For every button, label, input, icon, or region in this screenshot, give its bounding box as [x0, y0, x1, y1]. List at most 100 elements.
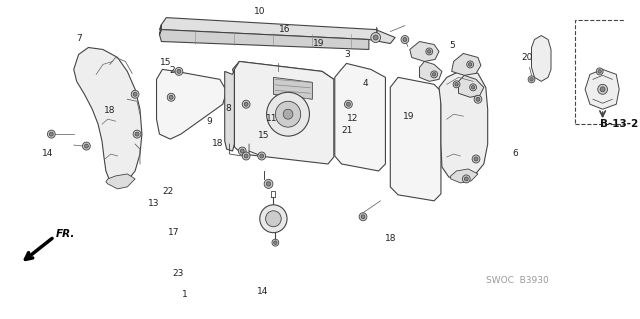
Circle shape — [467, 61, 474, 68]
Text: 13: 13 — [148, 199, 159, 208]
Circle shape — [472, 155, 480, 163]
Polygon shape — [157, 70, 227, 139]
Text: 23: 23 — [173, 269, 184, 278]
Polygon shape — [532, 35, 551, 81]
Circle shape — [359, 213, 367, 221]
Circle shape — [598, 70, 602, 73]
Circle shape — [47, 130, 55, 138]
Circle shape — [169, 95, 173, 99]
Circle shape — [476, 97, 480, 101]
Text: FR.: FR. — [56, 229, 76, 239]
Circle shape — [371, 33, 381, 42]
Circle shape — [403, 38, 407, 41]
Polygon shape — [451, 169, 478, 183]
Circle shape — [344, 100, 352, 108]
Polygon shape — [232, 62, 334, 86]
Text: 14: 14 — [257, 287, 268, 296]
Circle shape — [600, 87, 605, 92]
Circle shape — [431, 71, 438, 78]
Polygon shape — [410, 41, 439, 62]
Circle shape — [260, 205, 287, 233]
Text: 4: 4 — [362, 79, 368, 88]
Circle shape — [433, 73, 436, 76]
Circle shape — [167, 93, 175, 101]
Circle shape — [528, 76, 535, 83]
Circle shape — [238, 147, 246, 155]
Circle shape — [474, 95, 482, 103]
Text: 20: 20 — [522, 53, 533, 62]
Circle shape — [135, 132, 139, 136]
Text: 22: 22 — [162, 187, 173, 196]
Circle shape — [264, 179, 273, 189]
Text: 5: 5 — [450, 41, 456, 50]
Circle shape — [177, 70, 181, 73]
Circle shape — [598, 84, 607, 94]
Text: SWOC  B3930: SWOC B3930 — [486, 276, 548, 285]
Circle shape — [260, 154, 264, 158]
Circle shape — [274, 241, 277, 244]
Polygon shape — [458, 75, 484, 97]
Circle shape — [240, 149, 244, 153]
Polygon shape — [225, 70, 234, 151]
Circle shape — [243, 152, 250, 160]
Text: 14: 14 — [42, 149, 53, 158]
Text: 6: 6 — [512, 149, 518, 158]
Circle shape — [175, 67, 183, 75]
Circle shape — [49, 132, 53, 136]
Circle shape — [530, 78, 533, 81]
Bar — [575, 19, 640, 124]
Text: 9: 9 — [207, 117, 212, 126]
Text: 15: 15 — [258, 131, 269, 140]
Circle shape — [472, 85, 475, 89]
Circle shape — [133, 92, 137, 96]
Circle shape — [474, 157, 478, 161]
Circle shape — [455, 83, 458, 86]
Circle shape — [464, 177, 468, 181]
Circle shape — [266, 211, 281, 227]
Text: 3: 3 — [344, 50, 349, 59]
Polygon shape — [439, 70, 488, 181]
Circle shape — [470, 84, 477, 91]
Text: B-13-2: B-13-2 — [600, 119, 638, 129]
Polygon shape — [452, 54, 481, 75]
Text: 18: 18 — [385, 234, 396, 243]
Text: 15: 15 — [160, 58, 172, 67]
Text: 7: 7 — [76, 34, 81, 43]
Circle shape — [244, 102, 248, 106]
Circle shape — [83, 142, 90, 150]
Circle shape — [453, 81, 460, 88]
Text: 10: 10 — [253, 7, 265, 16]
Circle shape — [283, 109, 293, 119]
Circle shape — [131, 90, 139, 98]
Text: 21: 21 — [341, 126, 353, 135]
Polygon shape — [159, 30, 369, 49]
Polygon shape — [335, 63, 385, 171]
Text: 19: 19 — [403, 112, 415, 121]
Circle shape — [267, 92, 310, 136]
Polygon shape — [390, 78, 441, 201]
Circle shape — [361, 215, 365, 219]
Text: 2: 2 — [170, 66, 175, 75]
Text: 1: 1 — [182, 290, 188, 299]
Text: 8: 8 — [225, 104, 231, 113]
Circle shape — [596, 68, 603, 75]
Text: 11: 11 — [266, 114, 278, 123]
Circle shape — [401, 35, 409, 43]
Circle shape — [244, 154, 248, 158]
Text: 18: 18 — [104, 106, 116, 115]
Circle shape — [373, 35, 378, 40]
Circle shape — [428, 50, 431, 53]
Polygon shape — [159, 18, 395, 43]
Circle shape — [258, 152, 266, 160]
Polygon shape — [106, 174, 135, 189]
Text: 16: 16 — [278, 25, 290, 34]
Circle shape — [346, 102, 350, 106]
Text: 19: 19 — [313, 39, 324, 48]
Text: 12: 12 — [348, 114, 358, 123]
Text: 17: 17 — [168, 228, 180, 237]
Circle shape — [266, 182, 271, 186]
Polygon shape — [159, 25, 161, 34]
Circle shape — [426, 48, 433, 55]
Text: 18: 18 — [212, 139, 223, 148]
Polygon shape — [419, 62, 442, 81]
